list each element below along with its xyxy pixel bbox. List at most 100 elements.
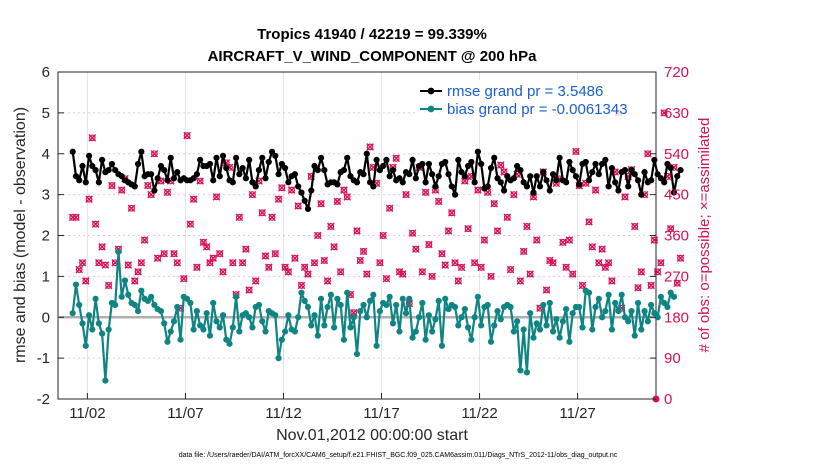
- obs-possible-marker: [209, 254, 217, 262]
- obs-assimilated-marker: [441, 261, 450, 269]
- rmse-point: [291, 171, 299, 178]
- obs-possible-marker: [101, 261, 109, 269]
- legend-rmse-marker: [427, 87, 435, 95]
- bias-point: [282, 328, 289, 335]
- obs-possible-marker: [637, 268, 645, 276]
- bias-point: [520, 326, 527, 333]
- rmse-point: [595, 171, 602, 178]
- rmse-point: [432, 183, 439, 190]
- bias-point: [549, 328, 557, 335]
- bias-point: [200, 326, 207, 333]
- obs-possible-marker: [376, 259, 384, 267]
- obs-possible-marker: [141, 236, 148, 244]
- obs-possible-marker: [131, 277, 139, 285]
- rmse-point: [282, 164, 289, 172]
- obs-possible-marker: [503, 213, 511, 221]
- obs-assimilated-marker: [271, 249, 280, 258]
- bias-point: [664, 303, 671, 311]
- obs-possible-marker: [621, 193, 629, 201]
- obs-possible-marker: [337, 268, 345, 276]
- rmse-point: [164, 177, 171, 184]
- obs-possible-marker: [301, 263, 309, 271]
- obs-assimilated-marker: [421, 188, 430, 197]
- bias-point: [612, 299, 619, 307]
- obs-assimilated-marker: [284, 268, 293, 276]
- obs-assimilated-marker: [447, 208, 456, 217]
- obs-possible-marker: [379, 232, 387, 239]
- obs-possible-marker: [298, 282, 305, 289]
- rmse-point: [563, 179, 570, 186]
- obs-assimilated-marker: [101, 261, 110, 269]
- obs-possible-marker: [72, 213, 80, 221]
- obs-possible-marker: [448, 209, 456, 217]
- rmse-point: [602, 156, 609, 163]
- obs-assimilated-marker: [444, 227, 453, 235]
- bias-point: [229, 324, 236, 331]
- rmse-point: [540, 169, 547, 176]
- obs-possible-marker: [588, 243, 596, 251]
- bias-point: [465, 324, 472, 331]
- rmse-point: [216, 173, 223, 180]
- bias-point: [546, 299, 553, 307]
- obs-possible-marker: [451, 259, 459, 267]
- rmse-point: [523, 183, 531, 190]
- obs-possible-marker: [190, 195, 198, 203]
- y2-tick-label: 450: [664, 187, 689, 204]
- obs-assimilated-marker: [418, 268, 427, 276]
- obs-possible-marker: [402, 191, 410, 199]
- rmse-point: [69, 148, 76, 155]
- obs-possible-marker: [647, 282, 655, 289]
- bias-point: [628, 308, 635, 315]
- bias-point: [657, 293, 665, 300]
- obs-possible-marker: [144, 182, 152, 189]
- bias-point: [216, 324, 223, 331]
- obs-possible-marker: [477, 263, 485, 271]
- left-axis-ticks: -2 -1 0 1 2 3 4 5 6: [37, 64, 64, 408]
- obs-assimilated-marker: [196, 177, 204, 185]
- obs-assimilated-marker: [496, 161, 505, 169]
- obs-possible-marker: [118, 186, 126, 194]
- y-tick-label: 2: [42, 228, 50, 245]
- obs-assimilated-marker: [127, 204, 136, 213]
- bias-point: [308, 322, 315, 329]
- bias-point: [232, 293, 240, 300]
- bias-point: [278, 336, 285, 343]
- bias-point: [563, 305, 570, 313]
- obs-assimilated-marker: [248, 190, 257, 199]
- obs-assimilated-marker: [294, 202, 302, 210]
- bias-point: [602, 308, 609, 315]
- bias-point: [553, 316, 560, 323]
- bias-point: [226, 340, 233, 347]
- obs-possible-marker: [605, 259, 613, 267]
- obs-assimilated-marker: [140, 236, 149, 244]
- x-tick-label: 11/27: [559, 405, 595, 422]
- obs-assimilated-marker: [461, 177, 469, 185]
- bias-point: [190, 326, 197, 333]
- rmse-point: [553, 177, 560, 184]
- rmse-point: [255, 167, 263, 174]
- obs-assimilated-marker: [470, 258, 479, 267]
- rmse-point: [621, 167, 629, 174]
- rmse-point: [592, 160, 599, 168]
- obs-possible-marker: [490, 200, 498, 208]
- obs-possible-marker: [79, 259, 86, 267]
- rmse-point: [272, 152, 279, 159]
- obs-possible-marker: [82, 277, 90, 285]
- bias-point: [536, 326, 544, 333]
- x-tick-label: 11/02: [69, 405, 105, 422]
- obs-assimilated-marker: [88, 134, 97, 142]
- bias-point: [618, 291, 625, 298]
- rmse-point: [536, 183, 544, 190]
- bias-point: [566, 338, 573, 345]
- rmse-point: [213, 154, 220, 161]
- bias-point: [425, 312, 432, 319]
- bias-point: [455, 322, 462, 329]
- bias-point: [131, 301, 138, 309]
- obs-assimilated-marker: [657, 258, 665, 267]
- rmse-point: [108, 160, 116, 168]
- obs-possible-marker: [660, 109, 668, 117]
- rmse-point: [409, 156, 416, 163]
- obs-assimilated-marker: [412, 245, 420, 253]
- obs-possible-marker: [203, 243, 211, 251]
- obs-assimilated-marker: [229, 258, 237, 267]
